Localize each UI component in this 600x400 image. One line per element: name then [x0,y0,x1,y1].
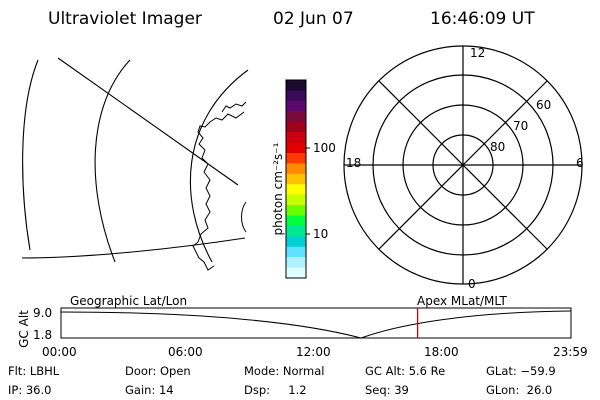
info-flt: Flt: LBHL [8,364,60,378]
timeline-x-tick: 18:00 [424,345,459,359]
polar-diagonal [378,80,548,250]
timeline-x-tick: 23:59 [553,345,588,359]
info-ip: IP: 36.0 [8,383,52,397]
colorbar-band [286,111,306,123]
info-mode: Mode: Normal [244,364,325,378]
colorbar-band [286,205,306,217]
instrument-title: Ultraviolet Imager [48,9,202,29]
colorbar-band [286,257,306,269]
timeline-x-tick: 12:00 [296,345,331,359]
colorbar-band [286,163,306,175]
colorbar-band [286,100,306,112]
map-coastline [241,201,247,233]
colorbar-gradient [286,80,306,279]
timeline-altitude-curve [60,310,572,339]
colorbar-band [286,132,306,144]
polar-mlt-label-0: 0 [468,277,476,291]
info-dsp: Dsp: 1.2 [244,383,307,397]
polar-mlt-label-18: 18 [346,156,362,170]
polar-lat-label-60: 60 [536,98,552,112]
colorbar-band [286,267,306,279]
colorbar-band [286,80,306,92]
map-grid-arc [22,59,39,251]
timeline-y-tick: 1.8 [33,328,53,342]
timeline-x-tick: 06:00 [168,345,203,359]
map-coastline [221,101,247,113]
timeline-frame [60,307,572,339]
colorbar-band [286,152,306,164]
timeline-y-tick: 9.0 [33,306,53,320]
colorbar-frame [285,79,307,279]
colorbar-band [286,236,306,248]
colorbar-band [286,121,306,133]
timeline-left-label: Geographic Lat/Lon [70,294,188,308]
colorbar-band [286,215,306,227]
timeline-right-label: Apex MLat/MLT [417,294,507,308]
info-seq: Seq: 39 [365,383,409,397]
info-glon: GLon: 26.0 [486,383,553,397]
colorbar-band [286,142,306,154]
colorbar-band [286,246,306,258]
colorbar-tick-label: 10 [313,227,329,241]
info-gcalt: GC Alt: 5.6 Re [365,364,446,378]
map-grid-arc [189,69,249,263]
map-grid-line [21,237,246,259]
colorbar-tick-label: 100 [313,141,336,155]
colorbar-band [286,184,306,196]
polar-mlt-label-12: 12 [470,46,486,60]
colorbar-band [286,225,306,237]
time-label: 16:46:09 UT [430,9,535,29]
polar-lat-label-80: 80 [490,140,506,154]
colorbar-band [286,194,306,206]
info-gain: Gain: 14 [125,383,174,397]
map-grid-arc [94,59,131,263]
map-coastline [192,111,245,271]
timeline-x-tick: 00:00 [42,345,77,359]
polar-lat-label-70: 70 [513,119,529,133]
info-door: Door: Open [125,364,191,378]
info-glat: GLat: −59.9 [486,364,556,378]
date-label: 02 Jun 07 [273,9,354,29]
colorbar-band [286,173,306,185]
colorbar-band [286,90,306,102]
polar-mlt-label-6: 6 [576,156,584,170]
